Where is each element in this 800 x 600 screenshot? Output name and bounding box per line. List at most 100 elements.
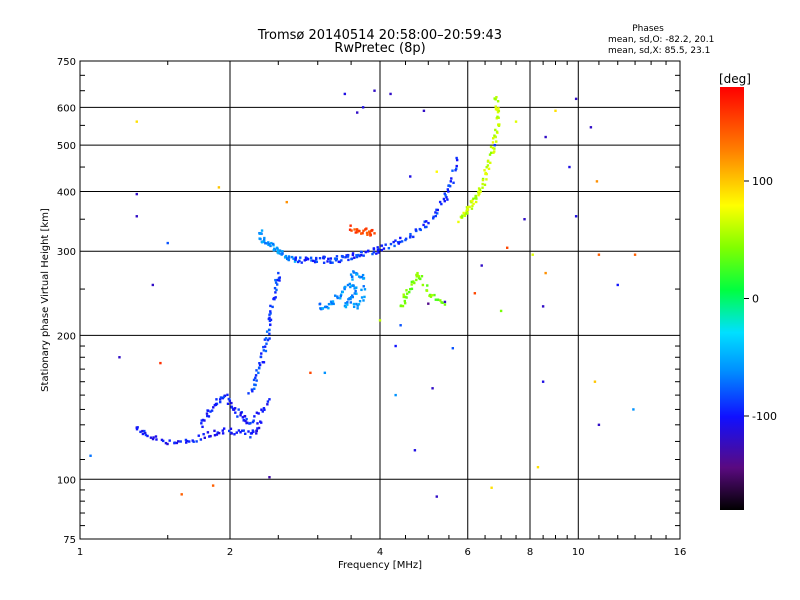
trace-point <box>354 286 358 290</box>
trace-point <box>469 200 473 203</box>
trace-point <box>278 279 281 282</box>
trace-point <box>344 302 347 305</box>
trace-point <box>281 252 284 255</box>
y-tick-label: 600 <box>57 103 76 114</box>
trace-point <box>353 228 356 231</box>
trace-point <box>350 229 353 232</box>
trace-point <box>327 306 330 310</box>
trace-point <box>484 171 488 175</box>
trace-point <box>481 182 484 186</box>
trace-point <box>440 301 443 304</box>
trace-point <box>322 261 326 264</box>
trace-point <box>257 371 260 375</box>
trace-point <box>270 241 273 245</box>
trace-point <box>258 232 262 235</box>
scatter-point <box>413 449 417 452</box>
scatter-point <box>554 109 557 113</box>
trace-point <box>337 260 341 263</box>
trace-point <box>384 243 387 246</box>
scatter-point <box>394 393 397 397</box>
trace-point <box>389 242 393 246</box>
trace-point <box>257 426 261 430</box>
trace-point <box>418 227 422 231</box>
trace-point <box>462 211 465 215</box>
trace-point <box>177 440 180 443</box>
y-axis-label: Stationary phase Virtual Height [km] <box>40 208 51 392</box>
scatter-point <box>217 186 221 189</box>
trace-point <box>251 429 255 432</box>
colorbar-tick-label: 100 <box>752 175 773 188</box>
trace-point <box>264 242 267 245</box>
trace-point <box>351 252 355 255</box>
trace-point <box>357 229 361 233</box>
scatter-point <box>435 495 438 498</box>
scatter-point <box>473 292 477 295</box>
trace-point <box>287 258 291 262</box>
trace-point <box>223 394 227 398</box>
trace-point <box>266 400 270 403</box>
trace-point <box>268 316 271 319</box>
trace-point <box>474 200 478 204</box>
trace-point <box>417 275 421 278</box>
scatter-point <box>633 253 637 256</box>
trace-point <box>420 275 424 278</box>
trace-point <box>272 244 275 247</box>
trace-point <box>226 393 229 397</box>
trace-point <box>278 249 282 252</box>
trace-point <box>486 159 490 163</box>
trace-point <box>322 257 325 260</box>
trace-point <box>487 167 491 171</box>
trace-point <box>274 296 277 299</box>
trace-point <box>449 180 452 183</box>
scatter-point <box>409 175 412 178</box>
colorbar-label: [deg] <box>719 72 751 86</box>
trace-point <box>408 290 411 294</box>
scatter-point <box>593 380 597 383</box>
trace-point <box>269 304 272 308</box>
trace-point <box>260 352 263 355</box>
scatter-point <box>616 283 619 287</box>
trace-point <box>349 285 352 289</box>
trace-point <box>160 438 164 442</box>
scatter-point <box>574 215 578 218</box>
trace-point <box>494 128 497 132</box>
trace-point <box>432 217 435 220</box>
trace-point <box>451 169 454 172</box>
scatter-point <box>89 454 92 457</box>
trace-point <box>222 427 226 430</box>
trace-point <box>241 429 244 432</box>
trace-point <box>409 232 412 236</box>
trace-point <box>266 403 269 406</box>
trace-point <box>355 254 358 257</box>
data-points <box>89 89 637 498</box>
trace-point <box>265 330 269 333</box>
trace-point <box>356 307 359 310</box>
trace-point <box>266 338 270 342</box>
trace-point <box>353 256 356 259</box>
scatter-point <box>373 89 376 92</box>
trace-point <box>382 247 386 250</box>
trace-point <box>347 258 350 262</box>
trace-point <box>218 398 222 401</box>
trace-point <box>435 208 438 212</box>
trace-point <box>335 257 339 261</box>
trace-point <box>454 169 457 172</box>
trace-point <box>260 229 264 232</box>
trace-point <box>175 441 179 445</box>
trace-point <box>351 278 354 281</box>
scatter-point <box>323 371 327 375</box>
scatter-point <box>118 356 121 359</box>
trace-point <box>318 302 322 306</box>
trace-point <box>203 419 206 422</box>
trace-point <box>221 429 224 432</box>
trace-point <box>217 431 221 435</box>
trace-point <box>360 288 363 292</box>
trace-point <box>242 418 245 422</box>
trace-point <box>221 432 225 435</box>
trace-point <box>486 164 490 167</box>
trace-point <box>425 225 428 229</box>
trace-point <box>256 427 259 430</box>
trace-point <box>445 196 448 199</box>
scatter-point <box>135 215 138 218</box>
trace-point <box>274 281 278 284</box>
